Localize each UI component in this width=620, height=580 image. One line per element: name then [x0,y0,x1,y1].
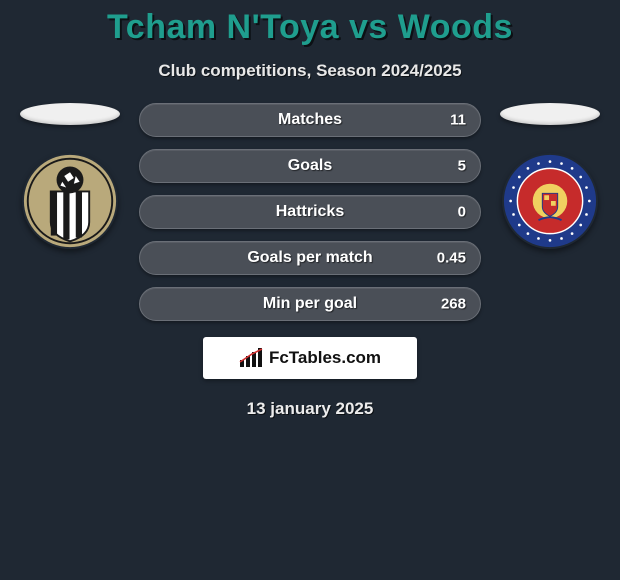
left-player-column [15,103,125,249]
bar-chart-icon [239,348,265,368]
stats-list: Matches 11 Goals 5 Hattricks 0 Goals per match… [139,103,481,321]
stat-value-right: 11 [450,112,466,129]
stat-row: Goals 5 [139,149,481,183]
stat-label: Goals per match [247,249,372,267]
stat-label: Goals [288,157,332,175]
right-club-badge [502,153,598,249]
notts-county-badge-icon [22,153,118,249]
left-club-badge [22,153,118,249]
stat-label: Min per goal [263,295,357,313]
stat-row: Min per goal 268 [139,287,481,321]
brand-text: FcTables.com [269,348,381,368]
stat-label: Hattricks [276,203,344,221]
accrington-badge-icon [502,153,598,249]
date-text: 13 january 2025 [0,399,620,419]
comparison-card: Tcham N'Toya vs Woods Club competitions,… [0,0,620,419]
stat-label: Matches [278,111,342,129]
right-player-column [495,103,605,249]
right-flag [500,103,600,125]
brand-box[interactable]: FcTables.com [203,337,417,379]
stat-row: Goals per match 0.45 [139,241,481,275]
main-row: Matches 11 Goals 5 Hattricks 0 Goals per match… [0,103,620,321]
stat-row: Hattricks 0 [139,195,481,229]
stat-value-right: 0 [458,204,466,221]
stat-value-right: 5 [458,158,466,175]
page-title: Tcham N'Toya vs Woods [0,8,620,47]
stat-row: Matches 11 [139,103,481,137]
subtitle: Club competitions, Season 2024/2025 [0,61,620,81]
left-flag [20,103,120,125]
stat-value-right: 0.45 [437,250,466,267]
stat-value-right: 268 [441,296,466,313]
